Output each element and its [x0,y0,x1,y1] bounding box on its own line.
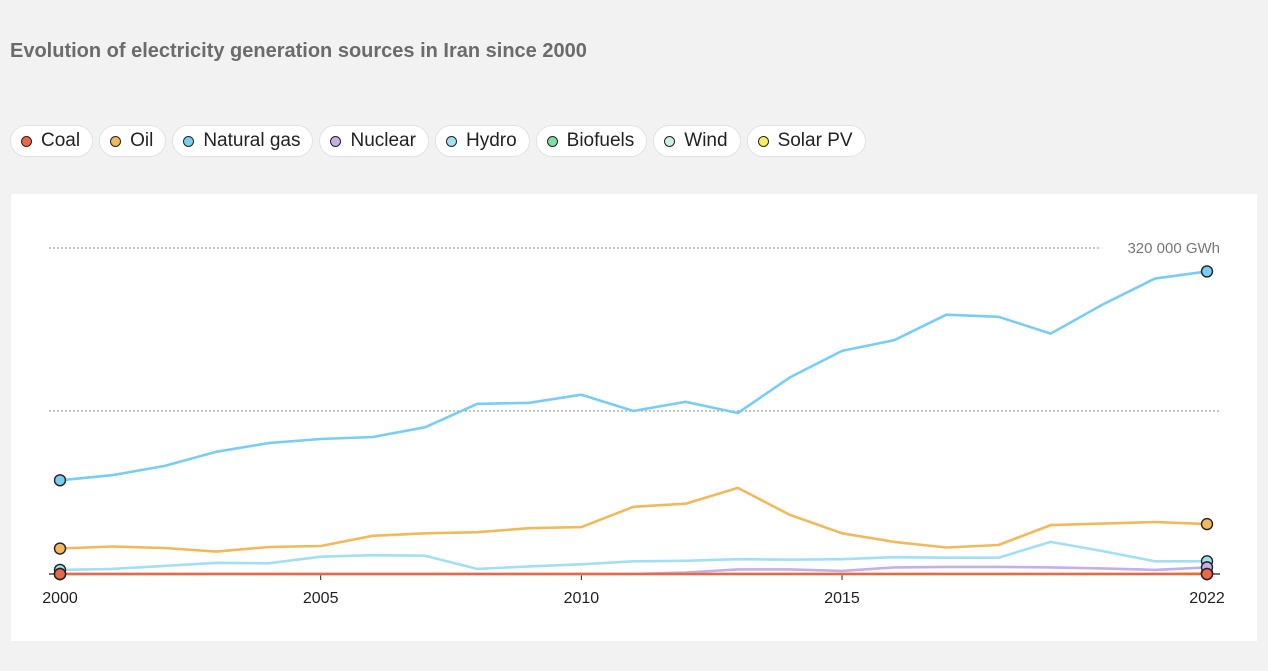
x-tick-label: 2010 [564,590,600,607]
legend-label: Nuclear [350,130,416,151]
natural-gas-swatch-icon [183,135,195,147]
legend-item-coal[interactable]: Coal [10,125,94,157]
point-marker-natural-gas [1200,265,1214,278]
point-marker-oil [53,542,67,555]
legend-item-oil[interactable]: Oil [99,125,167,157]
chart-title: Evolution of electricity generation sour… [10,40,587,62]
x-tick-label: 2005 [303,590,339,607]
legend-item-nuclear[interactable]: Nuclear [319,125,429,157]
oil-swatch-icon [110,135,122,147]
legend-item-biofuels[interactable]: Biofuels [535,125,648,157]
legend: Coal Oil Natural gas Nuclear Hydro Biofu… [10,125,866,157]
legend-label: Coal [41,130,81,151]
legend-label: Natural gas [203,130,301,151]
biofuels-swatch-icon [546,135,558,147]
hydro-swatch-icon [445,135,457,147]
line-chart: 320 000 GWh 2000 2005 2010 2015 2022 [42,240,1225,607]
x-tick-label: 2022 [1189,590,1225,607]
point-marker-natural-gas [53,474,67,487]
nuclear-swatch-icon [330,135,342,147]
x-tick-label: 2015 [824,590,860,607]
legend-label: Oil [130,130,154,151]
legend-item-wind[interactable]: Wind [653,125,741,157]
x-tick-label: 2000 [42,590,78,607]
legend-label: Solar PV [777,130,853,151]
point-marker-coal [1200,567,1214,581]
series-line-oil [58,486,1209,553]
legend-label: Wind [684,130,728,151]
legend-label: Biofuels [566,130,635,151]
coal-swatch-icon [21,135,32,147]
series-line-natural-gas [58,270,1209,482]
legend-item-solar-pv[interactable]: Solar PV [746,125,866,157]
y-tick-label: 320 000 GWh [1127,240,1220,257]
legend-item-hydro[interactable]: Hydro [434,125,530,157]
chart-panel: 320 000 GWh 2000 2005 2010 2015 2022 [11,194,1257,641]
point-marker-coal [53,567,67,581]
point-marker-oil [1200,517,1214,531]
solar-pv-swatch-icon [757,135,769,147]
legend-item-natural-gas[interactable]: Natural gas [172,125,314,157]
series-line-hydro [58,540,1209,572]
legend-label: Hydro [465,130,517,151]
wind-swatch-icon [664,135,676,147]
